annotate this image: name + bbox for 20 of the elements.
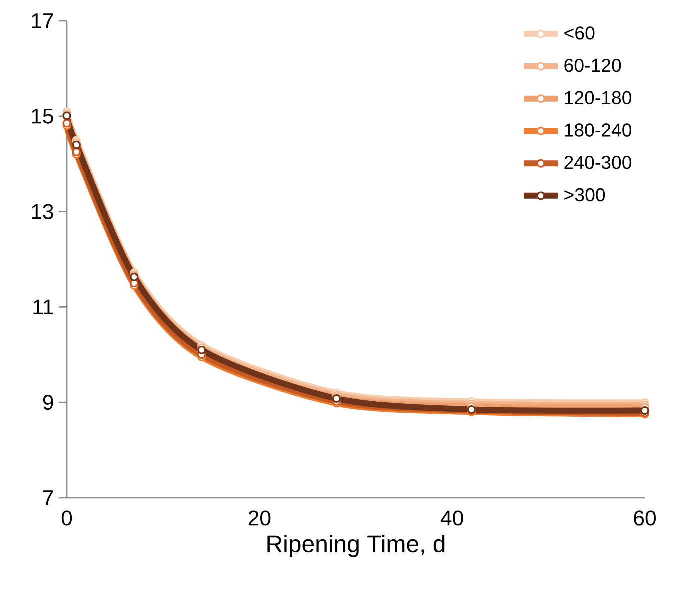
x-tick-label: 0	[62, 510, 72, 526]
y-tick-label: 9	[43, 395, 54, 410]
y-tick-label: 7	[44, 490, 54, 506]
point	[62, 119, 72, 128]
legend-label: 60-120	[564, 58, 622, 72]
y-tick-label: 13	[32, 204, 54, 220]
point	[72, 148, 81, 156]
legend-label: <60	[564, 26, 595, 40]
x-tick-label: 60	[634, 510, 656, 526]
x-tick-label: 40	[440, 510, 464, 526]
legend-label: 120-180	[565, 91, 632, 105]
y-tick-label: 17	[32, 14, 54, 28]
y-tick-label: 11	[34, 300, 54, 315]
x-axis-title: Ripening Time, d	[268, 534, 445, 558]
legend-label: 180-240	[565, 124, 632, 137]
y-tick-label: 15	[32, 108, 54, 124]
x-tick-label: 20	[248, 510, 271, 526]
point	[640, 406, 650, 415]
legend-label: 240-300	[564, 156, 632, 170]
legend-label: >300	[564, 188, 606, 202]
